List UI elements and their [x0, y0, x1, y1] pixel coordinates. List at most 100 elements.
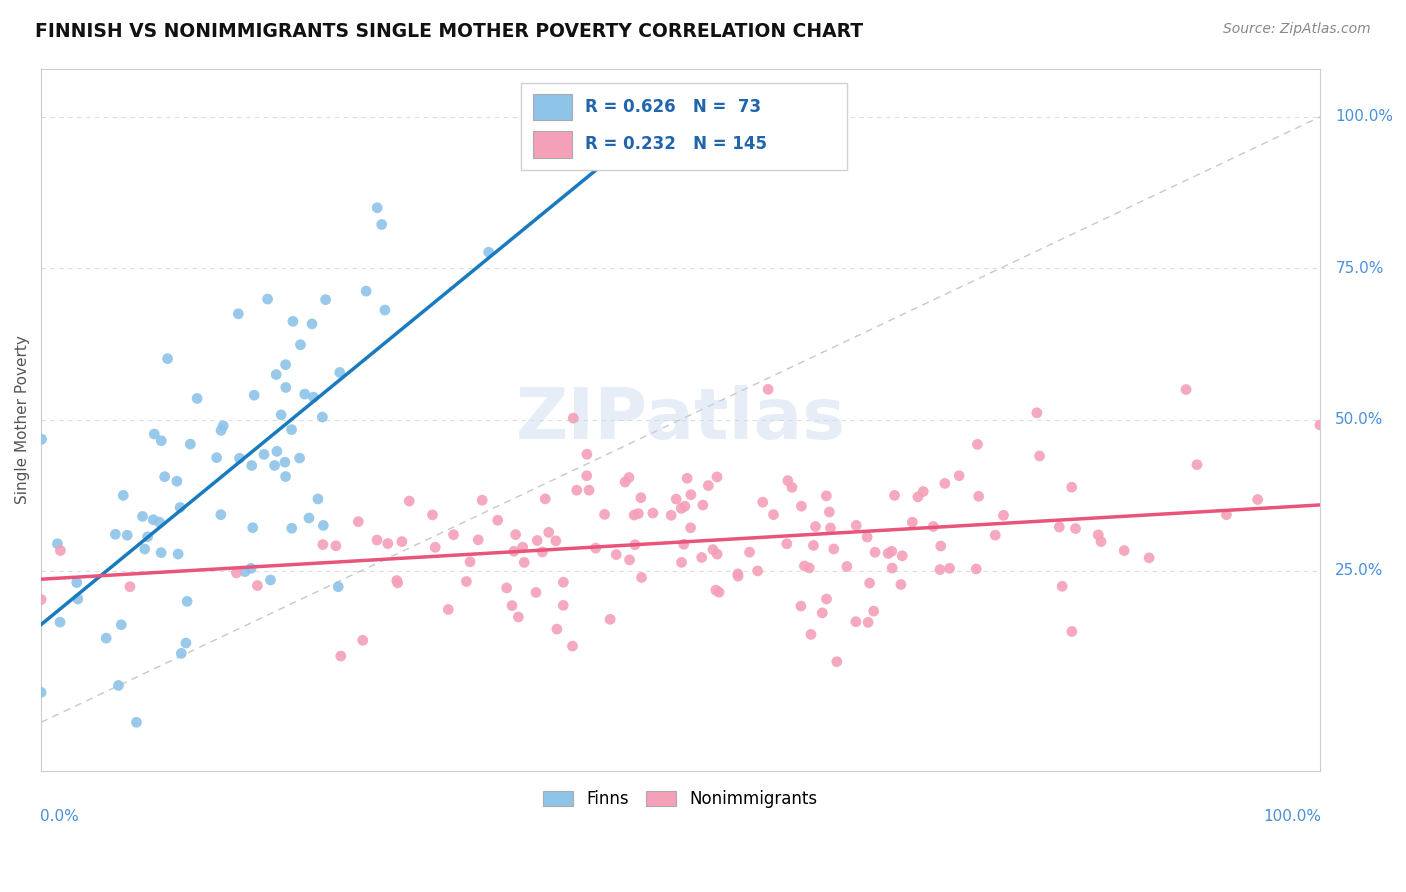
- Point: [776, 474, 799, 488]
- Point: [747, 564, 769, 578]
- Point: [672, 537, 695, 551]
- Point: [512, 540, 534, 554]
- Point: [534, 491, 557, 506]
- Point: [627, 507, 650, 521]
- Point: [593, 508, 616, 522]
- Point: [1028, 449, 1050, 463]
- Text: 25.0%: 25.0%: [1336, 564, 1384, 578]
- Point: [804, 519, 827, 533]
- Point: [818, 505, 841, 519]
- Point: [762, 508, 785, 522]
- Point: [706, 470, 728, 484]
- Text: 75.0%: 75.0%: [1336, 260, 1384, 276]
- Point: [31, 432, 53, 446]
- Point: [366, 533, 388, 547]
- Point: [354, 284, 377, 298]
- Point: [385, 574, 408, 588]
- Point: [508, 610, 530, 624]
- Point: [575, 468, 598, 483]
- Point: [727, 569, 749, 583]
- Point: [929, 539, 952, 553]
- Point: [562, 411, 585, 425]
- Point: [233, 565, 256, 579]
- Legend: Finns, Nonimmigrants: Finns, Nonimmigrants: [537, 784, 824, 815]
- Y-axis label: Single Mother Poverty: Single Mother Poverty: [15, 335, 30, 504]
- Point: [281, 314, 304, 328]
- Point: [1215, 508, 1237, 522]
- Point: [478, 245, 501, 260]
- Point: [863, 545, 886, 559]
- Point: [883, 488, 905, 502]
- Point: [544, 533, 567, 548]
- Point: [312, 518, 335, 533]
- Point: [690, 550, 713, 565]
- Point: [1050, 579, 1073, 593]
- Point: [907, 490, 929, 504]
- Point: [966, 437, 988, 451]
- Point: [561, 639, 583, 653]
- Text: R = 0.232   N = 145: R = 0.232 N = 145: [585, 136, 766, 153]
- Point: [799, 561, 821, 575]
- Point: [169, 500, 191, 515]
- Point: [891, 549, 914, 563]
- Point: [526, 533, 548, 548]
- Point: [240, 458, 263, 473]
- Point: [347, 515, 370, 529]
- Point: [456, 574, 478, 589]
- Point: [706, 547, 728, 561]
- Bar: [533, 94, 572, 120]
- Point: [495, 581, 517, 595]
- Point: [780, 480, 803, 494]
- Point: [174, 636, 197, 650]
- Point: [856, 615, 879, 630]
- Point: [641, 506, 664, 520]
- Point: [811, 606, 834, 620]
- Point: [531, 545, 554, 559]
- Point: [553, 599, 575, 613]
- Point: [880, 544, 903, 558]
- Text: Source: ZipAtlas.com: Source: ZipAtlas.com: [1223, 22, 1371, 37]
- Point: [815, 592, 838, 607]
- Point: [503, 544, 526, 558]
- Point: [965, 562, 987, 576]
- Point: [671, 501, 693, 516]
- Point: [524, 585, 547, 599]
- Point: [845, 615, 868, 629]
- Point: [46, 537, 69, 551]
- Point: [1087, 528, 1109, 542]
- Point: [505, 527, 527, 541]
- Point: [623, 508, 645, 522]
- Point: [328, 580, 350, 594]
- Point: [1137, 550, 1160, 565]
- Point: [1060, 624, 1083, 639]
- Point: [738, 545, 761, 559]
- Point: [311, 410, 333, 425]
- Point: [253, 447, 276, 461]
- Point: [862, 604, 884, 618]
- Point: [150, 434, 173, 448]
- Point: [280, 423, 302, 437]
- Point: [256, 292, 278, 306]
- Point: [922, 519, 945, 533]
- Point: [107, 678, 129, 692]
- Point: [242, 521, 264, 535]
- Point: [793, 558, 815, 573]
- Point: [659, 508, 682, 523]
- Point: [912, 484, 935, 499]
- Point: [599, 612, 621, 626]
- Point: [302, 390, 325, 404]
- Point: [679, 521, 702, 535]
- Point: [776, 537, 799, 551]
- Point: [134, 541, 156, 556]
- Point: [823, 541, 845, 556]
- Text: R = 0.626   N =  73: R = 0.626 N = 73: [585, 98, 761, 116]
- Point: [225, 566, 247, 580]
- Point: [387, 575, 409, 590]
- Point: [1060, 480, 1083, 494]
- Point: [929, 563, 952, 577]
- Point: [800, 627, 823, 641]
- Point: [30, 592, 52, 607]
- Point: [131, 509, 153, 524]
- Point: [325, 539, 347, 553]
- Point: [537, 525, 560, 540]
